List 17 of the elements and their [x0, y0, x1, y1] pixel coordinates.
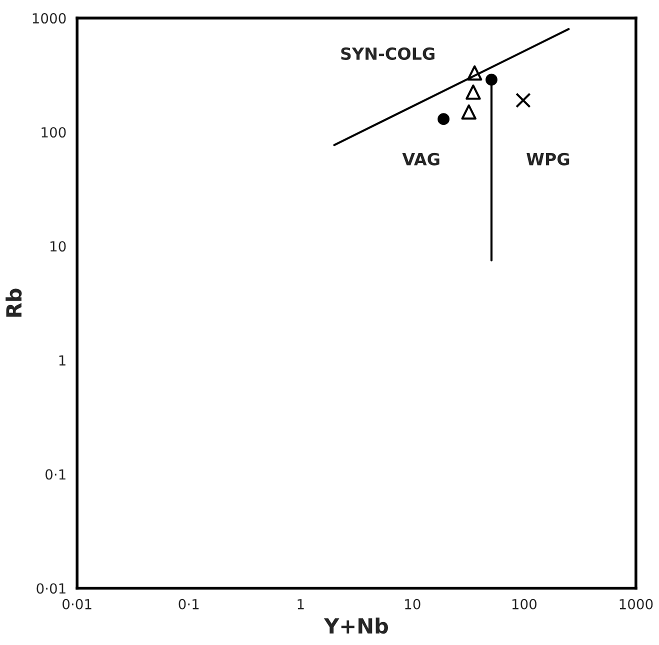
y-tick-label: 100: [42, 127, 66, 138]
y-tick-label: 1000: [32, 13, 66, 24]
y-tick-label: 10: [50, 241, 66, 252]
x-tick-label: 1: [298, 599, 304, 610]
y-tick-label: 1: [59, 355, 66, 366]
x-axis-title: Y+Nb: [324, 618, 388, 634]
y-tick-label: 0·01: [36, 583, 66, 594]
annotation: WPG: [526, 152, 570, 166]
x-tick-label: 100: [512, 598, 536, 610]
x-tick-label: 0·01: [62, 598, 92, 610]
annotation: SYN-COLG: [341, 47, 434, 60]
y-axis-title: Rb: [6, 288, 22, 317]
y-tick-label: 0·1: [46, 469, 66, 480]
annotation: VAG: [402, 152, 440, 166]
x-tick-label: 0·1: [178, 598, 199, 610]
x-tick-label: 10: [405, 598, 420, 610]
x-tick-label: 1000: [620, 598, 653, 610]
